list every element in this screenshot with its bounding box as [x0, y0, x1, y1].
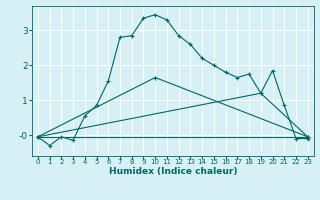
X-axis label: Humidex (Indice chaleur): Humidex (Indice chaleur) [108, 167, 237, 176]
